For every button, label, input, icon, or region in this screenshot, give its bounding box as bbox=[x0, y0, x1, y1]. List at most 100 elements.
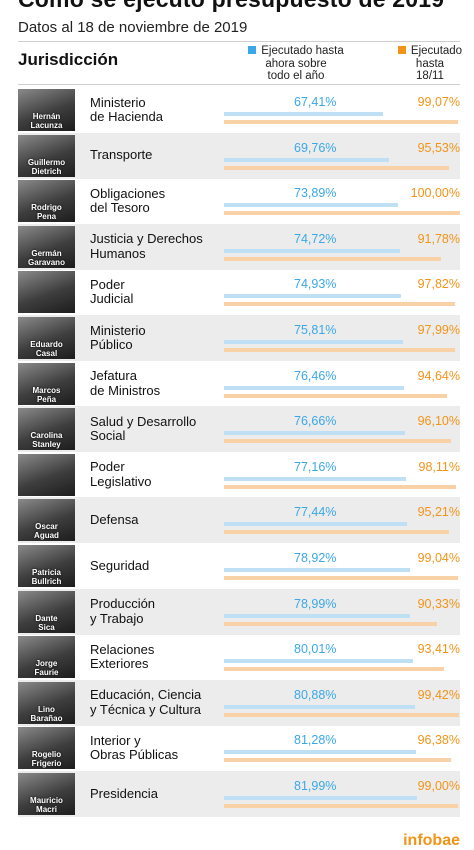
table-top-divider bbox=[18, 84, 460, 85]
table-row: Oscar Aguad Defensa 77,44% 95,21% bbox=[18, 497, 460, 544]
data-label-executed-now: 74,93% bbox=[294, 277, 337, 292]
data-label-executed-prev: 99,00% bbox=[417, 779, 460, 793]
legend-swatch-now bbox=[248, 46, 257, 54]
data-label-executed-now: 67,41% bbox=[294, 95, 337, 109]
bar-executed-now bbox=[224, 431, 405, 436]
category-label-line: y Técnica y Cultura bbox=[90, 701, 202, 717]
bar-executed-now bbox=[224, 385, 405, 390]
photo-caption-line: Casal bbox=[35, 349, 58, 358]
data-label-executed-prev: 96,10% bbox=[417, 414, 460, 429]
data-label-executed-prev: 94,64% bbox=[417, 368, 460, 383]
category-label: Poder Judicial bbox=[90, 269, 230, 315]
category-label-line: Salud y Desarrollo bbox=[90, 413, 197, 429]
legend-label-now-line3: todo el año bbox=[267, 70, 325, 82]
bar-executed-now bbox=[224, 203, 399, 208]
photo-caption-line: Oscar bbox=[35, 522, 58, 532]
bar-executed-prev bbox=[224, 758, 452, 763]
photo-caption-line: Rodrigo bbox=[31, 203, 62, 213]
data-label-executed-prev: 90,33% bbox=[417, 596, 460, 611]
category-label: Presidencia bbox=[90, 771, 230, 817]
row-photo: Hernán Lacunza bbox=[18, 89, 75, 131]
bar-executed-now bbox=[224, 294, 401, 299]
data-label-executed-now: 81,99% bbox=[294, 779, 337, 793]
photo-caption: Rogelio Frigerio bbox=[18, 750, 75, 768]
category-label: Producción y Trabajo bbox=[90, 589, 230, 635]
data-label-executed-now: 76,66% bbox=[294, 414, 337, 429]
category-label-line: Justicia y Derechos bbox=[90, 231, 203, 247]
legend-label-now-line2: ahora sobre bbox=[265, 57, 327, 70]
data-label-executed-prev: 96,38% bbox=[417, 733, 460, 748]
photo-caption: Oscar Aguad bbox=[18, 522, 75, 540]
bar-executed-now bbox=[224, 112, 384, 116]
table-row: Lino Barañao Educación, Ciencia y Técnica y… bbox=[18, 679, 460, 726]
photo-caption-line: Faurie bbox=[34, 668, 59, 678]
category-label-line: Jefatura bbox=[90, 368, 137, 384]
photo-caption-line: Pena bbox=[36, 212, 57, 222]
category-label: Seguridad bbox=[90, 543, 230, 589]
data-label-executed-prev: 95,53% bbox=[417, 140, 460, 155]
table-row: Poder Judicial 74,93% 97,82% bbox=[18, 269, 460, 315]
category-label: Defensa bbox=[90, 497, 230, 543]
photo-caption: Eduardo Casal bbox=[18, 340, 75, 358]
table-row: Guillermo Dietrich Transporte 69,76% 95,53% bbox=[18, 132, 460, 179]
column-header-jurisdiccion: Jurisdicción bbox=[18, 50, 119, 69]
bar-executed-now bbox=[224, 340, 403, 344]
data-label-executed-now: 73,89% bbox=[294, 186, 337, 201]
table-row: Dante Sica Producción y Trabajo 78,99% 90,33% bbox=[18, 588, 460, 635]
row-photo: Germán Garavano bbox=[18, 225, 75, 268]
row-photo: Lino Barañao bbox=[18, 681, 75, 724]
row-photo bbox=[18, 453, 75, 496]
table-row: Carolina Stanley Salud y Desarrollo Social 7… bbox=[18, 406, 460, 453]
bar-executed-now bbox=[224, 796, 418, 800]
bar-executed-prev bbox=[224, 393, 448, 398]
photo-caption: Lino Barañao bbox=[18, 705, 75, 723]
photo-caption: Germán Garavano bbox=[18, 249, 75, 267]
photo-caption-line: Carolina bbox=[30, 431, 63, 441]
photo-caption-line: Sica bbox=[38, 622, 55, 632]
bar-executed-now bbox=[224, 704, 415, 709]
photo-caption: Mauricio Macri bbox=[18, 796, 75, 814]
data-label-executed-prev: 99,04% bbox=[417, 551, 460, 565]
data-label-executed-prev: 99,07% bbox=[417, 95, 460, 109]
photo-caption-line: Frigerio bbox=[31, 759, 62, 769]
legend-label-prev-line2: hasta bbox=[415, 57, 445, 70]
bar-executed-now bbox=[224, 522, 407, 527]
data-label-executed-now: 77,16% bbox=[294, 459, 337, 474]
data-label-executed-prev: 100,00% bbox=[410, 186, 460, 201]
category-label: Jefatura de Ministros bbox=[90, 361, 230, 407]
category-label: Justicia y Derechos Humanos bbox=[90, 224, 230, 270]
bar-executed-prev bbox=[224, 576, 458, 580]
data-label-executed-now: 74,72% bbox=[294, 231, 337, 246]
row-photo: Eduardo Casal bbox=[18, 317, 75, 359]
table-row: Hernán Lacunza Ministerio de Hacienda 67,41%… bbox=[18, 87, 460, 133]
photo-caption-line: Barañao bbox=[30, 713, 63, 723]
photo-caption-line: Peña bbox=[36, 394, 57, 404]
bar-executed-now bbox=[224, 613, 411, 618]
category-label-line: Ministerio bbox=[90, 94, 146, 110]
category-label-line: Poder bbox=[90, 276, 125, 292]
photo-caption-line: Marcos bbox=[32, 385, 61, 395]
photo-caption: Marcos Peña bbox=[18, 386, 75, 404]
category-label-line: Poder bbox=[90, 459, 125, 475]
table-row: Germán Garavano Justicia y Derechos Humanos… bbox=[18, 223, 460, 270]
category-label-line: Obligaciones bbox=[90, 185, 166, 201]
photo-caption-line: Macri bbox=[36, 805, 57, 814]
photo-caption-line: Patricia bbox=[32, 568, 61, 577]
category-label: Relaciones Exteriores bbox=[90, 634, 230, 680]
data-label-executed-now: 69,76% bbox=[294, 140, 337, 155]
bar-executed-prev bbox=[224, 804, 458, 808]
bar-executed-prev bbox=[224, 667, 445, 672]
photo-caption-line: Germán bbox=[31, 248, 62, 258]
photo-caption: Guillermo Dietrich bbox=[18, 158, 75, 176]
bar-executed-now bbox=[224, 568, 411, 572]
category-label-line: Defensa bbox=[90, 512, 139, 528]
bar-executed-prev bbox=[224, 439, 451, 444]
table-row: Poder Legislativo 77,16% 98,11% bbox=[18, 452, 460, 498]
category-label: Educación, Ciencia y Técnica y Cultura bbox=[90, 680, 230, 726]
bar-executed-prev bbox=[224, 302, 455, 307]
table-row: Marcos Peña Jefatura de Ministros 76,46% 94,6… bbox=[18, 361, 460, 407]
category-label-line: Interior y bbox=[90, 732, 141, 748]
photo-caption: Rodrigo Pena bbox=[18, 203, 75, 221]
photo-caption: Dante Sica bbox=[18, 614, 75, 632]
data-label-executed-prev: 99,42% bbox=[417, 687, 460, 702]
